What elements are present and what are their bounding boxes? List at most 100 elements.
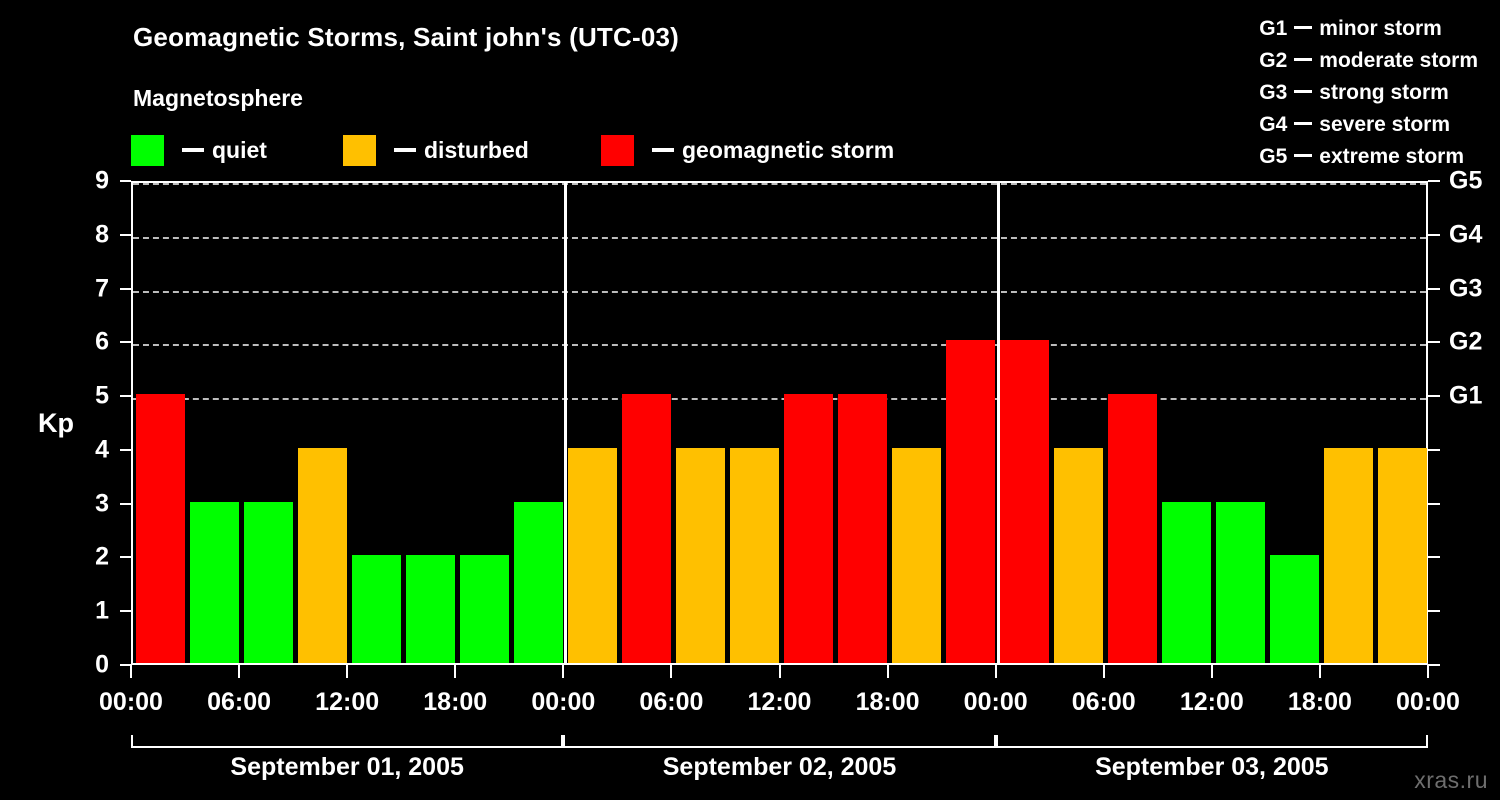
bar bbox=[1378, 447, 1428, 663]
bar bbox=[1162, 501, 1212, 663]
x-axis-tick bbox=[1427, 665, 1429, 678]
bar bbox=[459, 555, 509, 663]
gridline-kp-8 bbox=[133, 236, 1426, 239]
y-axis-label: 7 bbox=[95, 274, 109, 303]
y-axis-tick bbox=[120, 610, 131, 613]
g-legend-row-g2: G2 moderate storm bbox=[1259, 45, 1478, 77]
x-axis-tick bbox=[1102, 665, 1105, 678]
g-axis-label: G4 bbox=[1449, 220, 1483, 249]
g-axis-tick bbox=[1428, 180, 1440, 182]
legend-label-quiet: quiet bbox=[212, 136, 267, 163]
bar bbox=[351, 555, 401, 663]
bar bbox=[1324, 447, 1374, 663]
bar bbox=[838, 394, 888, 663]
x-axis-label: 18:00 bbox=[1287, 688, 1352, 716]
g-legend-dash-icon bbox=[1294, 154, 1313, 158]
day-bracket bbox=[995, 735, 1428, 748]
day-label: September 03, 2005 bbox=[1095, 753, 1329, 781]
x-axis-label: 12:00 bbox=[315, 688, 380, 716]
bar bbox=[1054, 447, 1104, 663]
day-label: September 02, 2005 bbox=[662, 753, 897, 781]
bar bbox=[784, 394, 834, 663]
gridline-kp-6 bbox=[133, 344, 1426, 347]
legend-label-storm: geomagnetic storm bbox=[682, 136, 895, 163]
x-axis-label: 06:00 bbox=[207, 688, 272, 716]
x-axis-label: 06:00 bbox=[1071, 688, 1136, 716]
y-axis-tick bbox=[120, 180, 131, 182]
g-axis-label: G5 bbox=[1449, 166, 1483, 195]
g-legend-label: minor storm bbox=[1319, 17, 1442, 40]
g-legend-label: severe storm bbox=[1319, 113, 1451, 136]
x-axis-tick bbox=[1318, 665, 1321, 678]
g-legend-dash-icon bbox=[1294, 90, 1313, 94]
bar bbox=[189, 501, 239, 663]
g-legend-row-g1: G1 minor storm bbox=[1259, 13, 1478, 45]
series-title: Magnetosphere bbox=[133, 85, 303, 111]
watermark: xras.ru bbox=[1414, 767, 1488, 793]
x-axis-label: 12:00 bbox=[747, 688, 812, 716]
x-axis-tick bbox=[670, 665, 673, 678]
gridline-kp-5 bbox=[133, 398, 1426, 401]
legend-entry-storm: geomagnetic storm bbox=[601, 134, 895, 166]
y-axis-tick bbox=[120, 233, 131, 236]
day-bracket bbox=[563, 735, 996, 748]
x-axis-tick bbox=[130, 665, 132, 678]
x-axis-label: 18:00 bbox=[423, 688, 488, 716]
g-scale-legend: G1 minor storm G2 moderate storm G3 strong st… bbox=[1259, 13, 1478, 173]
g-axis-label: G2 bbox=[1449, 327, 1483, 356]
x-axis-tick bbox=[238, 665, 241, 678]
y-axis-tick bbox=[120, 448, 131, 451]
g-axis-tick bbox=[1428, 287, 1440, 290]
day-label: September 01, 2005 bbox=[230, 753, 464, 781]
y-axis-tick bbox=[120, 502, 131, 505]
g-legend-label: moderate storm bbox=[1319, 49, 1478, 72]
g-axis-tick bbox=[1428, 233, 1440, 236]
g-legend-dash-icon bbox=[1294, 58, 1313, 62]
bar bbox=[243, 501, 293, 663]
bar bbox=[513, 501, 563, 663]
y-axis-tick bbox=[120, 664, 131, 666]
bar bbox=[1270, 555, 1320, 663]
x-axis-tick bbox=[994, 665, 997, 678]
x-axis-label: 00:00 bbox=[963, 688, 1028, 716]
g-axis-minor-tick bbox=[1428, 664, 1440, 666]
bar bbox=[675, 447, 725, 663]
y-axis-label: 4 bbox=[95, 435, 109, 464]
g-legend-label: strong storm bbox=[1319, 81, 1449, 104]
g-axis-minor-tick bbox=[1428, 502, 1440, 505]
bar bbox=[892, 447, 942, 663]
bar bbox=[405, 555, 455, 663]
legend-entry-quiet: quiet bbox=[131, 134, 267, 166]
y-axis-label: 8 bbox=[95, 220, 109, 249]
x-axis-tick bbox=[562, 665, 565, 678]
g-legend-code: G2 bbox=[1259, 49, 1288, 72]
page-title: Geomagnetic Storms, Saint john's (UTC-03… bbox=[133, 22, 680, 52]
legend-label-disturbed: disturbed bbox=[424, 136, 529, 163]
legend-entry-disturbed: disturbed bbox=[343, 134, 529, 166]
x-axis-tick bbox=[778, 665, 781, 678]
y-axis-tick bbox=[120, 287, 131, 290]
g-legend-code: G3 bbox=[1259, 81, 1288, 104]
plot-area bbox=[133, 183, 1428, 663]
bar bbox=[1108, 394, 1158, 663]
y-axis-label: 0 bbox=[95, 650, 109, 679]
g-legend-dash-icon bbox=[1294, 122, 1313, 126]
g-legend-code: G5 bbox=[1259, 145, 1288, 168]
x-axis-label: 12:00 bbox=[1179, 688, 1244, 716]
plot-frame bbox=[131, 181, 1428, 665]
day-bracket bbox=[131, 735, 564, 748]
g-legend-dash-icon bbox=[1294, 26, 1313, 30]
legend-swatch-disturbed-icon bbox=[343, 134, 376, 166]
bar bbox=[297, 447, 347, 663]
x-axis-tick bbox=[1210, 665, 1213, 678]
y-axis-label: 9 bbox=[95, 166, 109, 195]
x-axis-label: 06:00 bbox=[639, 688, 704, 716]
x-axis-tick bbox=[886, 665, 889, 678]
bar bbox=[135, 394, 185, 663]
y-axis-label: 2 bbox=[95, 542, 109, 571]
y-axis-label: 5 bbox=[95, 381, 109, 410]
g-axis-minor-tick bbox=[1428, 556, 1440, 559]
x-axis-label: 00:00 bbox=[99, 688, 163, 716]
g-legend-code: G1 bbox=[1259, 17, 1288, 40]
g-axis-label: G1 bbox=[1449, 381, 1483, 410]
